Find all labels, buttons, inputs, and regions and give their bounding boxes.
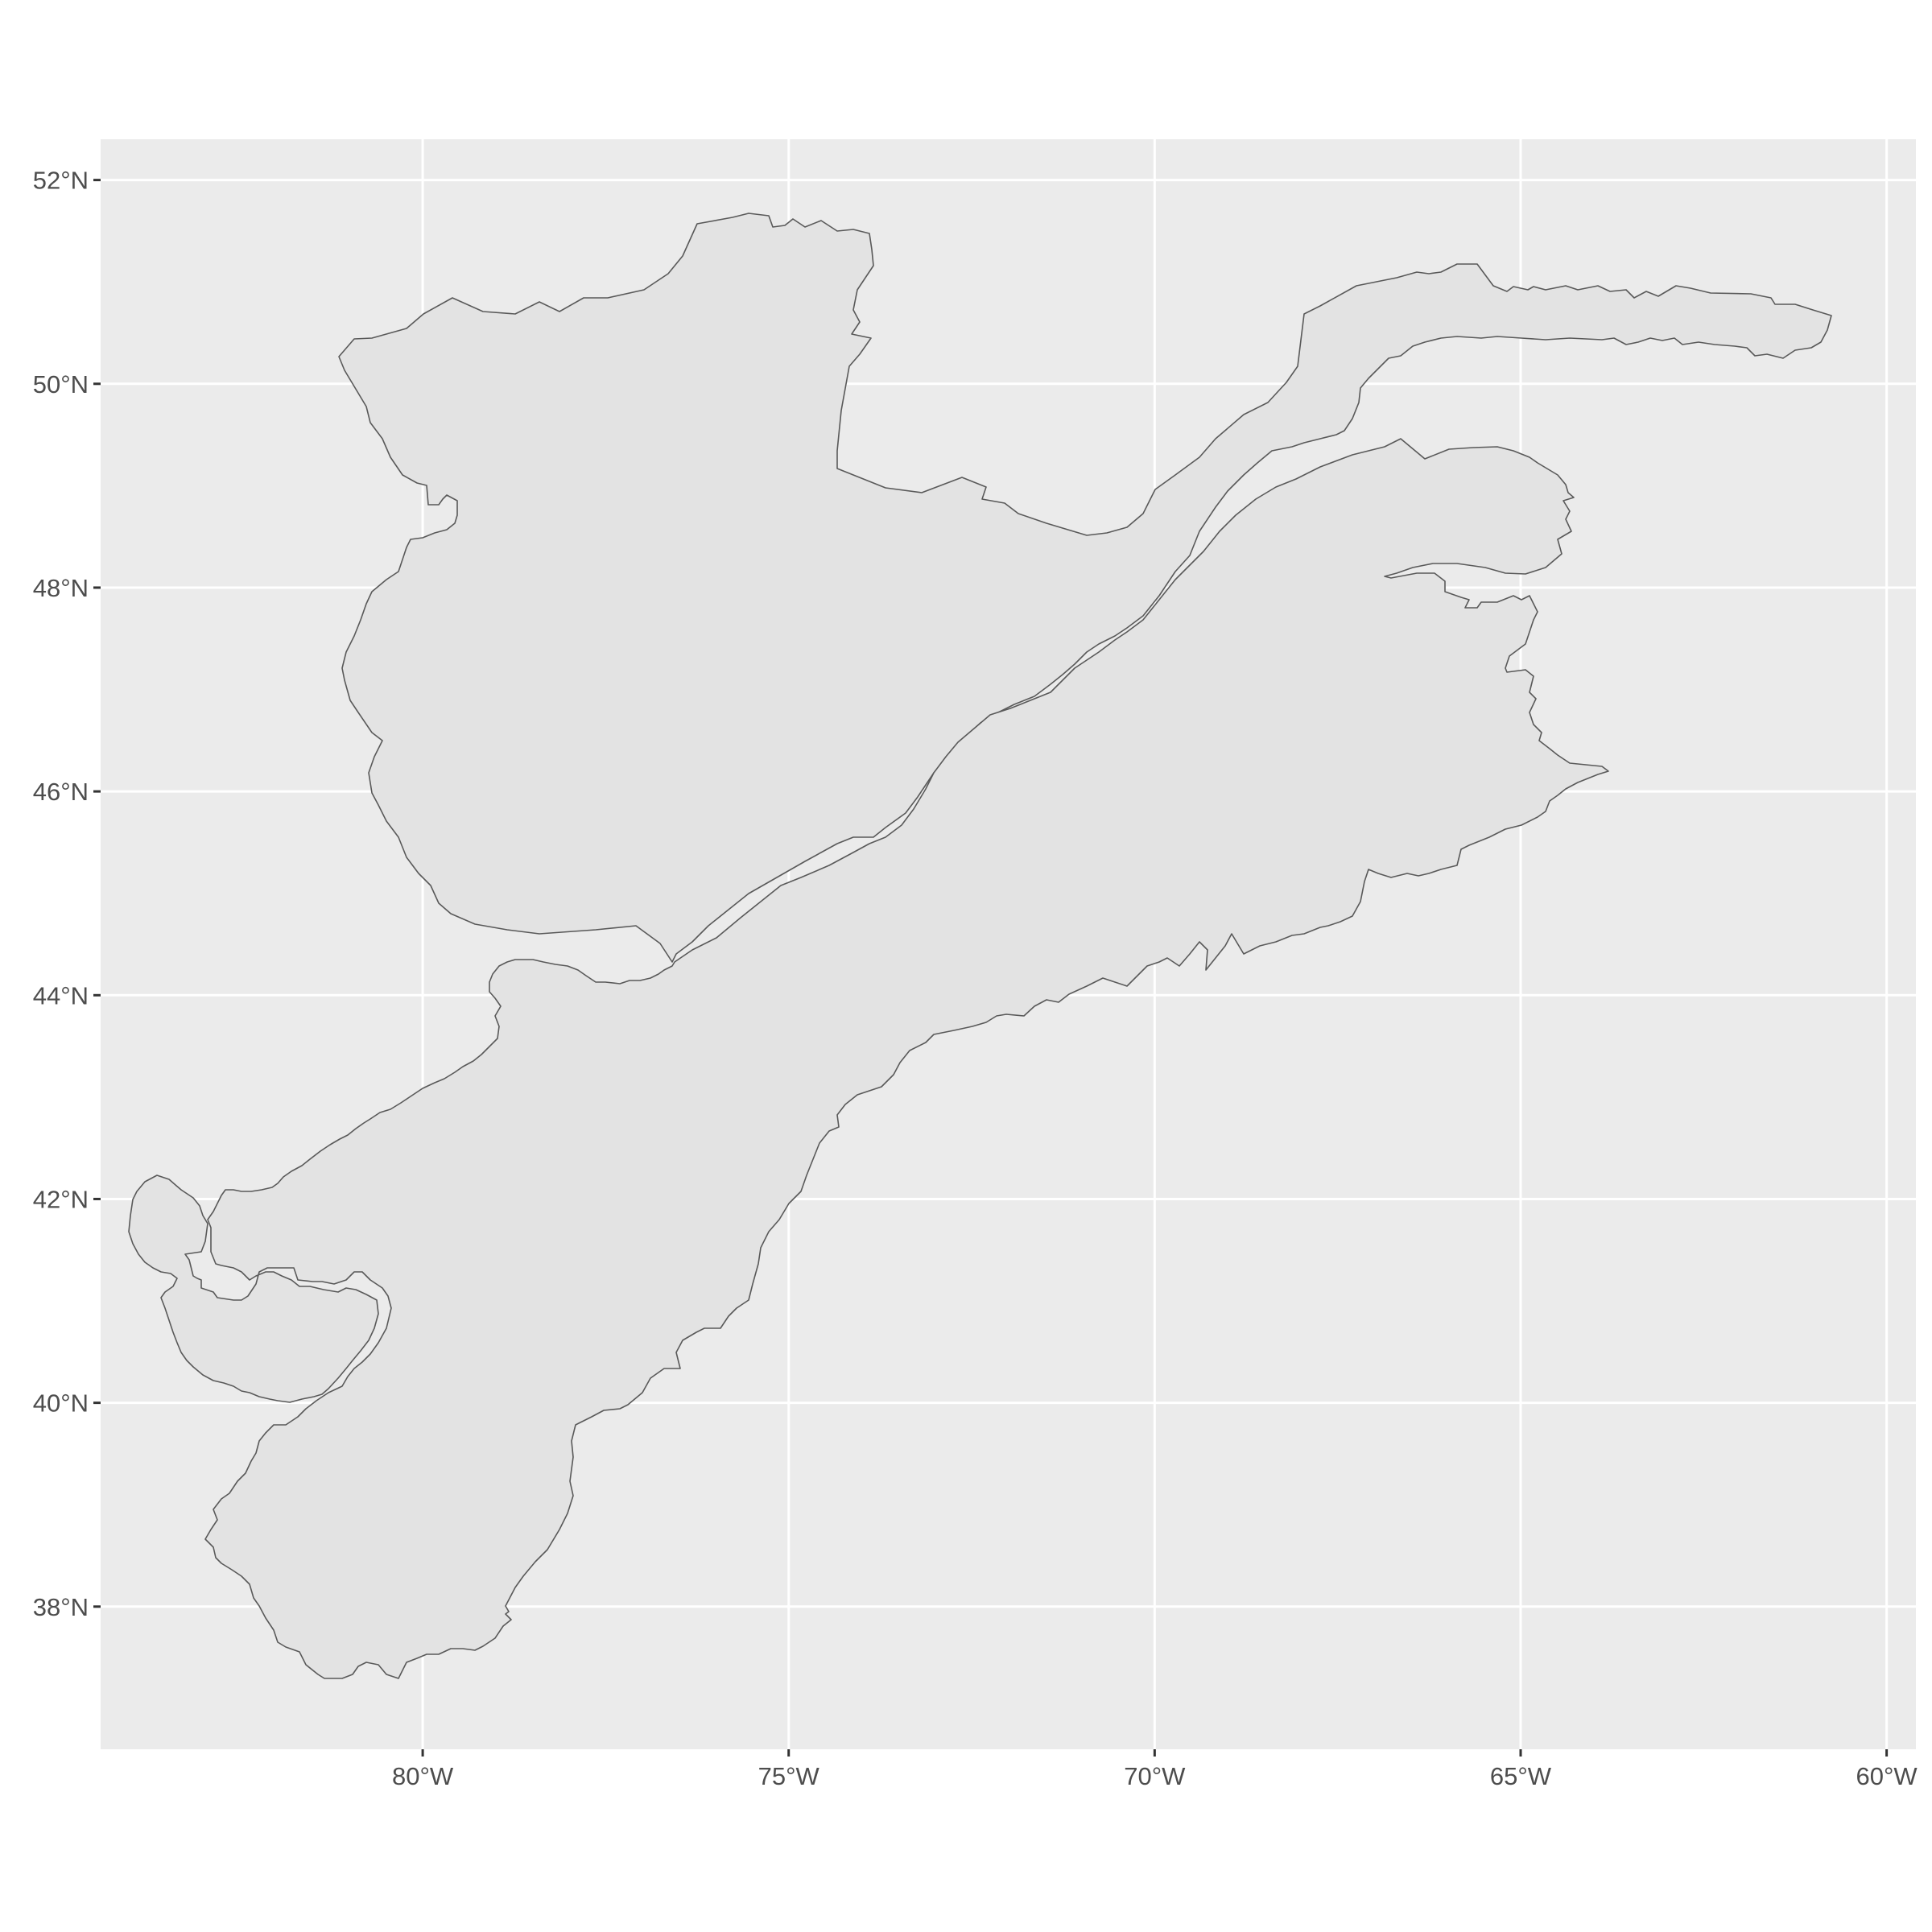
y-tick-label: 38°N bbox=[33, 1593, 89, 1621]
map-axes: 80°W 75°W 70°W 65°W 60°W 52°N 50°N 48°N 46°N 44°N… bbox=[33, 167, 1918, 1790]
x-tick-label: 80°W bbox=[392, 1762, 454, 1790]
y-tick-label: 44°N bbox=[33, 981, 89, 1009]
region-south-lobe bbox=[128, 438, 1609, 1679]
study-region bbox=[128, 213, 1832, 1679]
x-tick-label: 75°W bbox=[758, 1762, 820, 1790]
region-north-lobe bbox=[338, 213, 1832, 963]
y-tick-label: 52°N bbox=[33, 167, 89, 195]
y-tick-label: 42°N bbox=[33, 1185, 89, 1213]
x-tick-label: 70°W bbox=[1124, 1762, 1186, 1790]
x-tick-label: 60°W bbox=[1856, 1762, 1918, 1790]
x-tick-label: 65°W bbox=[1490, 1762, 1552, 1790]
y-tick-label: 46°N bbox=[33, 778, 89, 806]
y-tick-label: 40°N bbox=[33, 1389, 89, 1418]
y-tick-label: 48°N bbox=[33, 574, 89, 602]
y-tick-label: 50°N bbox=[33, 370, 89, 398]
